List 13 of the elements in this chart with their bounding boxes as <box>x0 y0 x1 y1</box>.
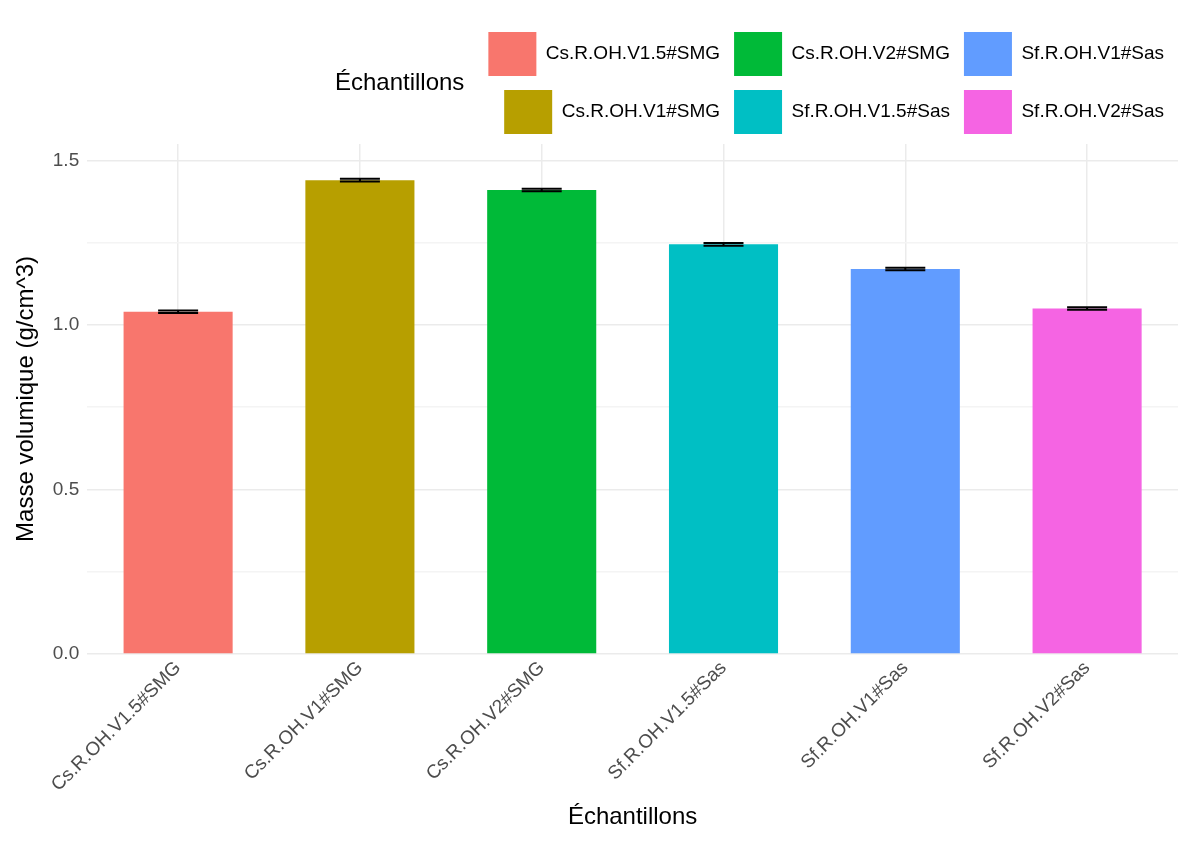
legend-label: Cs.R.OH.V2#SMG <box>791 42 950 64</box>
y-tick-label: 1.5 <box>52 148 80 170</box>
legend-label: Sf.R.OH.V1#Sas <box>1021 42 1165 64</box>
legend-label: Cs.R.OH.V1.5#SMG <box>545 42 721 64</box>
y-tick-label: 0.0 <box>52 642 80 664</box>
y-axis-title: Masse volumique (g/cm^3) <box>11 255 39 542</box>
legend-label: Cs.R.OH.V1#SMG <box>561 100 721 122</box>
legend-title: Échantillons <box>334 67 465 95</box>
legend-label: Sf.R.OH.V1.5#Sas <box>791 100 950 122</box>
legend-label: Sf.R.OH.V2#Sas <box>1021 100 1165 122</box>
x-axis-title: Échantillons <box>567 802 698 830</box>
y-tick-label: 1.0 <box>52 313 80 335</box>
y-tick-label: 0.5 <box>52 477 80 499</box>
